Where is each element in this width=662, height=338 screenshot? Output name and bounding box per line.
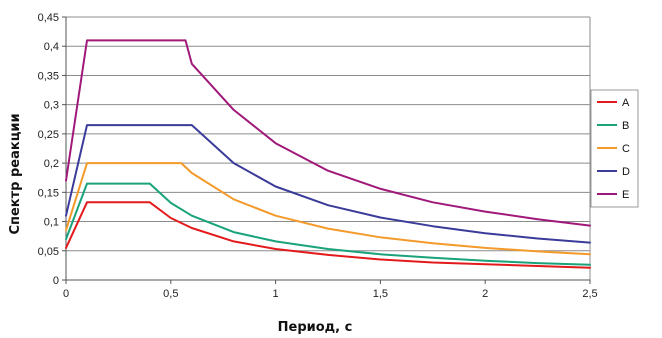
- y-tick-label: 0,3: [44, 100, 59, 112]
- x-axis-title: Период, с: [278, 320, 353, 335]
- grid-layer: [66, 16, 590, 281]
- y-tick-label: 0,4: [44, 41, 59, 53]
- series-line-e: [65, 39, 591, 227]
- x-tick-label: 2,5: [582, 288, 597, 300]
- y-tick-label: 0,15: [38, 187, 59, 199]
- y-tick-label: 0,45: [38, 12, 59, 24]
- series-layer: [65, 39, 591, 269]
- legend-label-c: C: [622, 143, 630, 155]
- legend-label-e: E: [622, 189, 629, 201]
- series-line-a: [65, 201, 591, 269]
- x-tick-label: 0,5: [163, 288, 178, 300]
- x-tick-label: 0: [63, 288, 69, 300]
- y-axis-title: Спектр реакции: [8, 113, 23, 234]
- y-tick-label: 0,2: [44, 158, 59, 170]
- legend-label-b: B: [622, 120, 629, 132]
- y-tick-label: 0,25: [38, 129, 59, 141]
- legend-label-d: D: [622, 166, 630, 178]
- series-line-b: [65, 182, 591, 266]
- x-tick-label: 1: [273, 288, 279, 300]
- legend-label-a: A: [622, 97, 630, 109]
- y-tick-label: 0: [53, 275, 59, 287]
- y-tick-label: 0,1: [44, 217, 59, 229]
- x-tick-label: 2: [482, 288, 488, 300]
- y-tick-label: 0,05: [38, 246, 59, 258]
- series-line-c: [65, 162, 591, 256]
- series-line-d: [65, 124, 591, 244]
- tick-layer: 0 0,05 0,1 0,15 0,2 0,25 0,3 0,35 0,4 0,45 0 0,5 1 1,…: [38, 12, 598, 300]
- y-tick-label: 0,35: [38, 70, 59, 82]
- x-tick-label: 1,5: [373, 288, 388, 300]
- axis-layer: [62, 16, 591, 284]
